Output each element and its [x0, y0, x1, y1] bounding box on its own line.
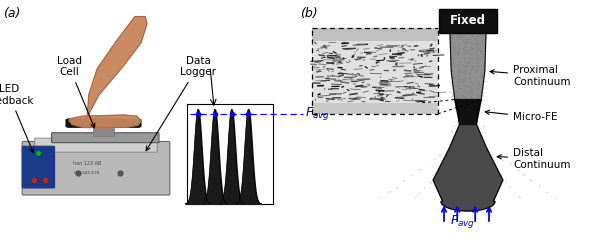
Text: Fixed: Fixed [450, 14, 486, 27]
Polygon shape [433, 33, 503, 211]
Text: Proximal
Continuum: Proximal Continuum [490, 65, 571, 87]
Text: han 123 AB: han 123 AB [73, 161, 101, 166]
FancyBboxPatch shape [312, 103, 438, 114]
FancyBboxPatch shape [22, 141, 170, 195]
Text: 012-345-678: 012-345-678 [74, 171, 100, 175]
Text: Distal
Continuum: Distal Continuum [497, 148, 571, 170]
FancyBboxPatch shape [312, 28, 438, 41]
Text: (a): (a) [3, 7, 20, 20]
FancyBboxPatch shape [22, 146, 55, 188]
FancyBboxPatch shape [93, 123, 114, 136]
Polygon shape [433, 124, 503, 211]
FancyBboxPatch shape [52, 133, 159, 143]
Polygon shape [455, 100, 481, 124]
Text: $\mathit{F}_{avg}$: $\mathit{F}_{avg}$ [305, 105, 330, 122]
Text: LED
Feedback: LED Feedback [0, 84, 34, 153]
Text: Load
Cell: Load Cell [56, 55, 95, 128]
FancyBboxPatch shape [439, 9, 497, 33]
Text: (b): (b) [300, 7, 317, 20]
Text: Data
Logger: Data Logger [146, 55, 216, 151]
Text: Micro-FE: Micro-FE [485, 110, 557, 122]
Text: $\mathit{F}_{avg}$: $\mathit{F}_{avg}$ [449, 213, 475, 230]
FancyBboxPatch shape [312, 28, 438, 114]
FancyBboxPatch shape [35, 138, 157, 152]
Polygon shape [69, 115, 141, 128]
Polygon shape [87, 17, 147, 120]
FancyBboxPatch shape [66, 119, 141, 127]
